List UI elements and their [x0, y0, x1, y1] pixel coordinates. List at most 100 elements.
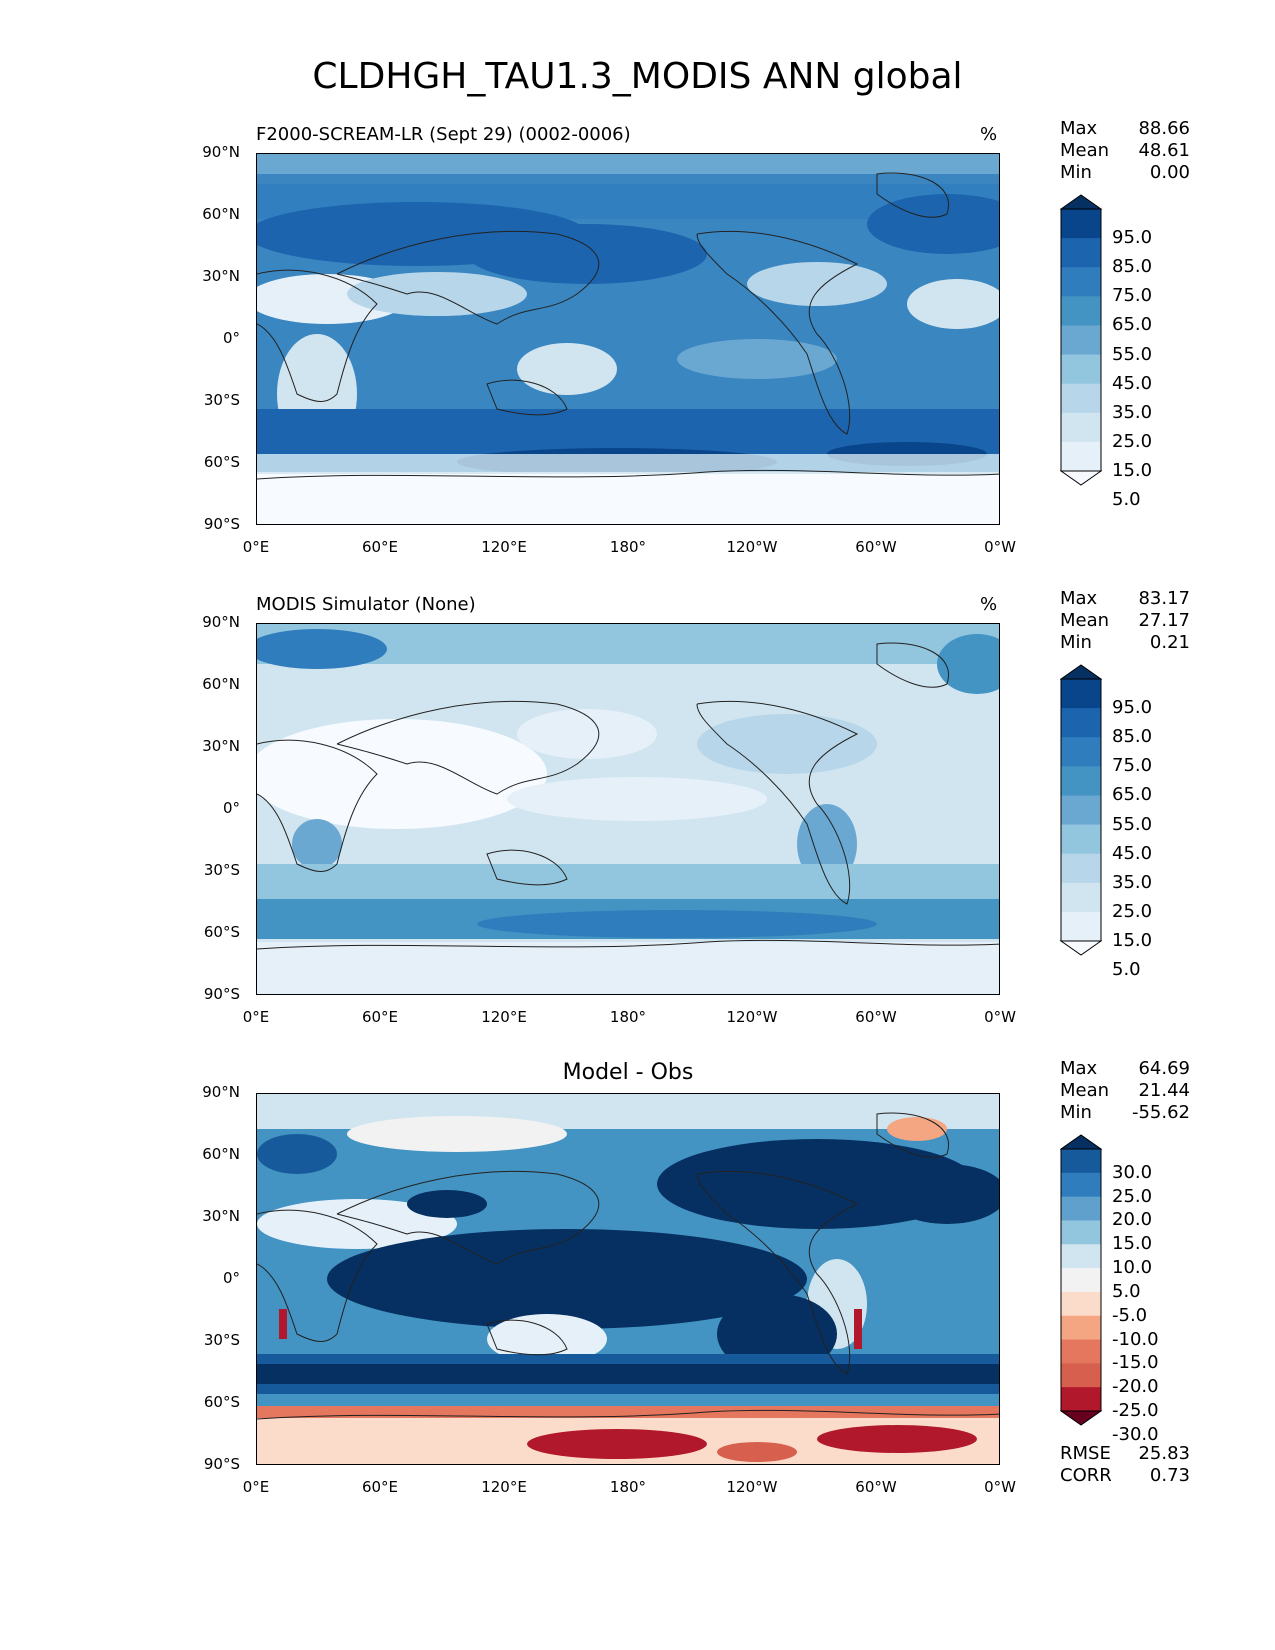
lat-tick-label: 60°S — [203, 1393, 240, 1411]
error-stats-box: RMSE 25.83 CORR 0.73 — [1060, 1443, 1190, 1487]
lon-tick-label: 0°W — [984, 538, 1016, 556]
stat-label: Mean — [1060, 610, 1110, 631]
colorbar-bin — [1061, 1339, 1101, 1364]
stat-label: Min — [1060, 162, 1092, 183]
lat-tick-label: 30°N — [202, 1207, 240, 1225]
panel-title: MODIS Simulator (None) — [256, 594, 476, 615]
colorbar-graphic — [1059, 664, 1103, 956]
colorbar-extend-max — [1059, 194, 1103, 210]
stat-label: Max — [1060, 588, 1098, 609]
stat-label: Mean — [1060, 1080, 1110, 1101]
stat-max: 88.66 — [1138, 118, 1190, 139]
lat-tick-label: 60°S — [203, 453, 240, 471]
stat-label: RMSE — [1060, 1443, 1111, 1464]
colorbar-tick-label: 65.0 — [1112, 784, 1153, 806]
colorbar-graphic — [1059, 194, 1103, 486]
lat-tick-label: 90°S — [203, 985, 240, 1003]
stat-min: 0.00 — [1149, 162, 1190, 183]
colorbar-extend-min — [1059, 1410, 1103, 1426]
stat-min: -55.62 — [1131, 1102, 1190, 1123]
lon-tick-label: 60°W — [855, 1478, 897, 1496]
map-difference — [256, 1093, 1000, 1465]
colorbar-bin — [1061, 412, 1101, 443]
colorbar-tick-label: -10.0 — [1112, 1328, 1159, 1350]
stat-label: Min — [1060, 632, 1092, 653]
lat-tick-label: 60°S — [203, 923, 240, 941]
lon-tick-label: 120°W — [726, 1008, 778, 1026]
colorbar-bin — [1061, 795, 1101, 826]
colorbar-tick-label: 10.0 — [1112, 1257, 1153, 1279]
colorbar-bin — [1061, 1315, 1101, 1341]
stat-mean: 27.17 — [1138, 610, 1190, 631]
lon-tick-label: 60°W — [855, 1008, 897, 1026]
colorbar-tick-label: 35.0 — [1112, 871, 1153, 893]
colorbar-bin — [1061, 383, 1101, 414]
stat-corr: 0.73 — [1149, 1465, 1190, 1486]
lon-tick-label: 180° — [609, 1008, 647, 1026]
colorbar-bin — [1061, 766, 1101, 796]
stat-min: 0.21 — [1149, 632, 1190, 653]
colorbar-bin — [1061, 296, 1101, 326]
stat-label: Max — [1060, 1058, 1098, 1079]
lon-tick-label: 120°E — [481, 1478, 527, 1496]
colorbar — [1059, 664, 1103, 960]
colorbar-bin — [1061, 238, 1101, 268]
figure-title: CLDHGH_TAU1.3_MODIS ANN global — [312, 56, 963, 97]
colorbar-extend-min — [1059, 470, 1103, 486]
colorbar-tick-label: -15.0 — [1112, 1352, 1159, 1374]
colorbar-tick-label: 85.0 — [1112, 256, 1153, 278]
colorbar-bin — [1061, 1149, 1101, 1174]
panel-title: F2000-SCREAM-LR (Sept 29) (0002-0006) — [256, 124, 631, 145]
colorbar-tick-label: 75.0 — [1112, 285, 1153, 307]
colorbar-graphic — [1059, 1134, 1103, 1426]
colorbar-tick-label: 25.0 — [1112, 1185, 1153, 1207]
lat-tick-label: 60°N — [202, 205, 240, 223]
colorbar-tick-label: 85.0 — [1112, 726, 1153, 748]
lat-tick-label: 90°N — [202, 143, 240, 161]
colorbar-bin — [1061, 911, 1101, 942]
stats-box: Max 83.17 Mean 27.17 Min 0.21 — [1060, 588, 1190, 654]
map-test — [256, 153, 1000, 525]
colorbar-bin — [1061, 1363, 1101, 1388]
lat-tick-label: 30°S — [203, 861, 240, 879]
stats-box: Max 64.69 Mean 21.44 Min -55.62 — [1060, 1058, 1190, 1124]
colorbar-bin — [1061, 679, 1101, 709]
map-reference — [256, 623, 1000, 995]
lon-tick-label: 0°E — [242, 538, 270, 556]
lat-tick-label: 0° — [222, 329, 240, 347]
lon-tick-label: 120°E — [481, 538, 527, 556]
colorbar-tick-label: -30.0 — [1112, 1423, 1159, 1445]
lat-tick-label: 90°S — [203, 515, 240, 533]
lat-tick-label: 30°S — [203, 1331, 240, 1349]
colorbar-bin — [1061, 1172, 1101, 1198]
stat-label: Mean — [1060, 140, 1110, 161]
lat-tick-label: 60°N — [202, 675, 240, 693]
colorbar-tick-label: 55.0 — [1112, 343, 1153, 365]
lon-tick-label: 120°W — [726, 1478, 778, 1496]
lat-tick-label: 90°N — [202, 1083, 240, 1101]
colorbar-tick-label: 20.0 — [1112, 1209, 1153, 1231]
colorbar-bin — [1061, 1196, 1101, 1221]
colorbar-tick-label: 15.0 — [1112, 930, 1153, 951]
lon-tick-label: 120°E — [481, 1008, 527, 1026]
lon-tick-label: 120°W — [726, 538, 778, 556]
colorbar-bin — [1061, 441, 1101, 472]
colorbar-tick-label: -5.0 — [1112, 1304, 1148, 1326]
lat-tick-label: 30°S — [203, 391, 240, 409]
lon-tick-label: 0°E — [242, 1008, 270, 1026]
colorbar-bin — [1061, 853, 1101, 884]
lat-tick-label: 90°N — [202, 613, 240, 631]
lon-tick-label: 60°E — [361, 1008, 399, 1026]
colorbar-tick-label: 45.0 — [1112, 372, 1153, 394]
lat-tick-label: 30°N — [202, 267, 240, 285]
colorbar-tick-label: 30.0 — [1112, 1161, 1153, 1183]
lon-tick-label: 0°W — [984, 1478, 1016, 1496]
colorbar-tick-label: 95.0 — [1112, 697, 1153, 719]
lat-tick-label: 30°N — [202, 737, 240, 755]
lat-tick-label: 60°N — [202, 1145, 240, 1163]
colorbar-bin — [1061, 354, 1101, 385]
colorbar-extend-max — [1059, 664, 1103, 680]
stat-mean: 48.61 — [1138, 140, 1190, 161]
colorbar-bin — [1061, 1268, 1101, 1293]
lon-tick-label: 180° — [609, 1478, 647, 1496]
